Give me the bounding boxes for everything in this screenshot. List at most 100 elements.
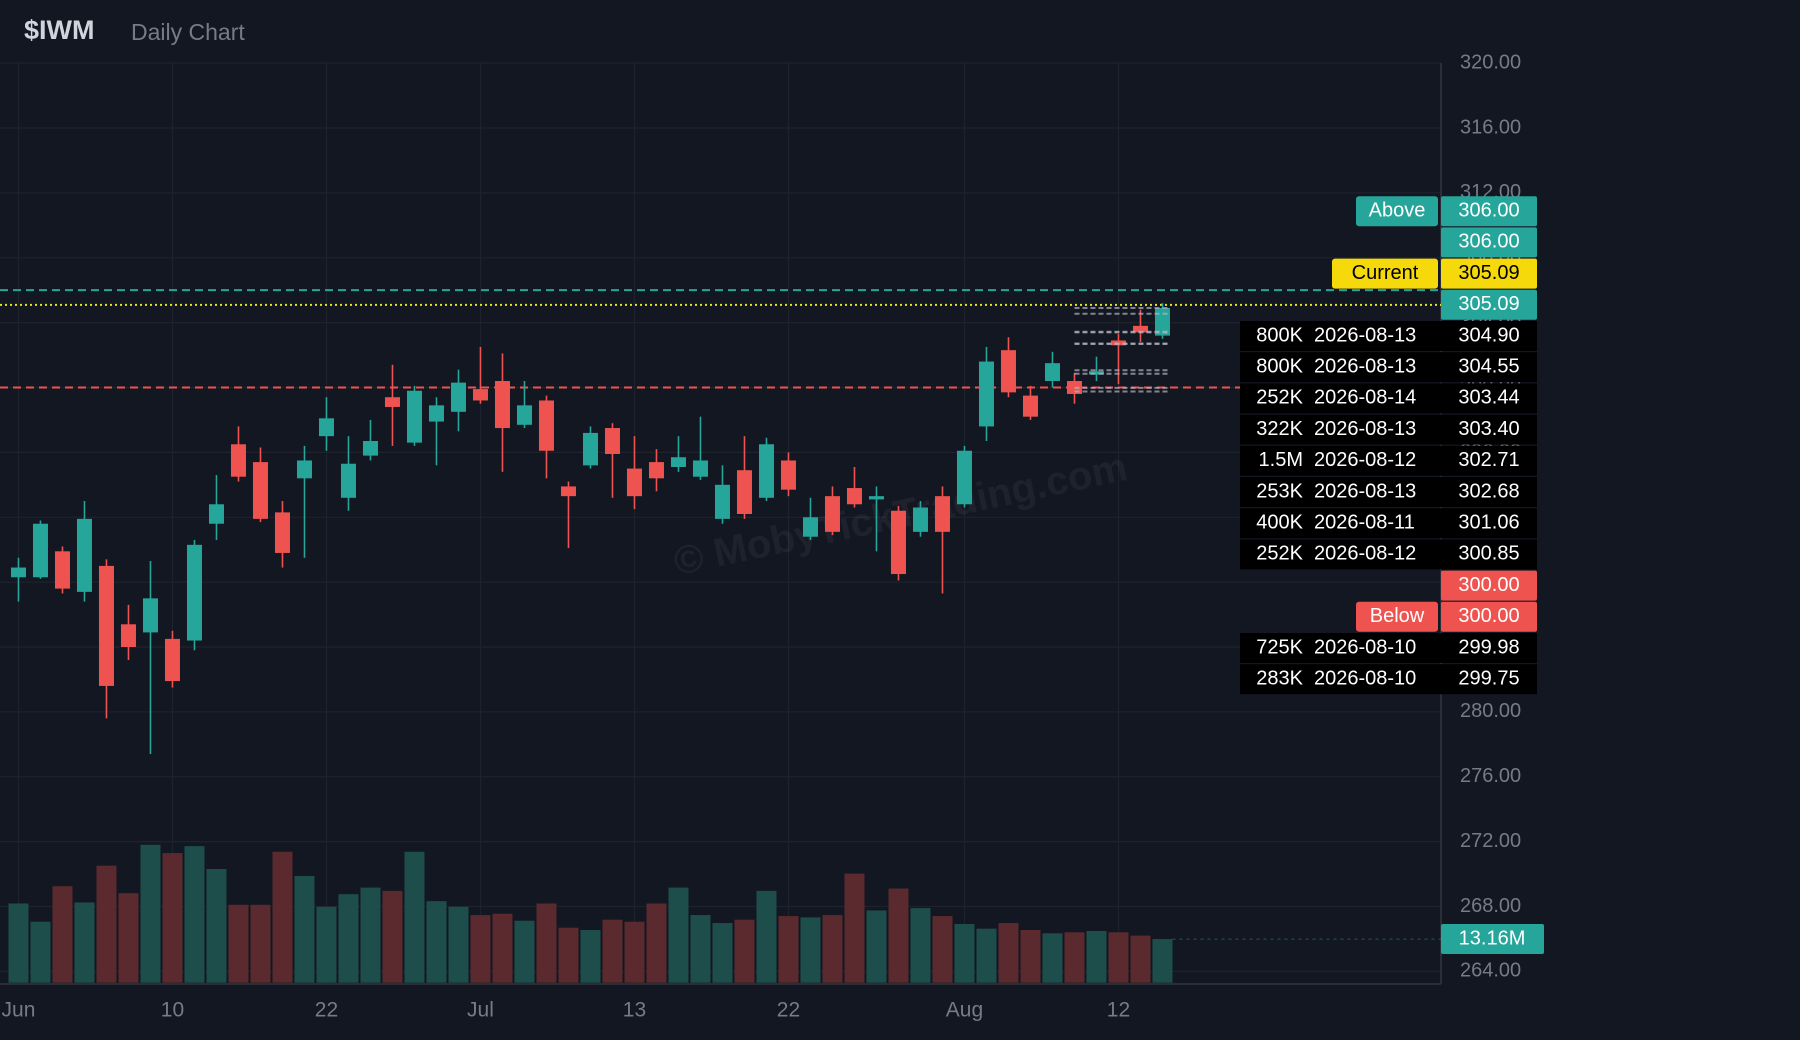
- order-row: [1240, 508, 1537, 539]
- y-tick-label: 264.00: [1460, 960, 1521, 982]
- order-price: 304.55: [1458, 355, 1519, 377]
- candle-body: [560, 486, 576, 497]
- volume-bar: [734, 919, 755, 983]
- level-price: 300.00: [1458, 574, 1519, 596]
- volume-bar: [96, 865, 117, 983]
- volume-bar: [294, 875, 315, 983]
- candle-body: [626, 468, 642, 497]
- level-price: 306.00: [1458, 199, 1519, 221]
- volume-bar: [470, 915, 491, 983]
- candle-body: [472, 389, 488, 401]
- level-name: Below: [1370, 605, 1425, 627]
- candle-body: [868, 496, 884, 500]
- candle-body: [978, 361, 994, 427]
- candle-body: [912, 507, 928, 532]
- candle-body: [1044, 363, 1060, 382]
- order-price: 301.06: [1458, 511, 1519, 533]
- x-tick-label: 12: [1107, 999, 1130, 1022]
- order-size: 252K: [1256, 543, 1303, 565]
- order-size: 322K: [1256, 418, 1303, 440]
- order-row: [1240, 633, 1537, 663]
- candle-body: [274, 512, 290, 553]
- x-tick-label: Jul: [467, 999, 494, 1022]
- candle-body: [824, 496, 840, 532]
- order-date: 2026-08-10: [1314, 667, 1416, 689]
- order-size: 800K: [1256, 324, 1303, 346]
- candle-body: [10, 567, 26, 578]
- volume-bar: [712, 923, 733, 983]
- candle-body: [208, 504, 224, 524]
- volume-bar: [1130, 935, 1151, 983]
- candle-body: [714, 484, 730, 519]
- level-price-badge: [1441, 258, 1537, 289]
- order-row: [1240, 477, 1537, 507]
- order-date: 2026-08-13: [1314, 355, 1416, 377]
- candle-body: [802, 517, 818, 537]
- candle-body: [252, 462, 268, 519]
- order-date: 2026-08-13: [1314, 480, 1416, 502]
- y-tick-label: 268.00: [1460, 895, 1521, 917]
- volume-bar: [426, 901, 447, 983]
- level-price: 300.00: [1458, 605, 1519, 627]
- volume-bar: [624, 921, 645, 983]
- volume-bar: [74, 902, 95, 983]
- volume-bar: [954, 924, 975, 983]
- candle-body: [758, 444, 774, 498]
- order-price: 302.71: [1458, 449, 1519, 471]
- candle-body: [538, 400, 554, 451]
- volume-bar: [888, 888, 909, 983]
- volume-bar: [404, 851, 425, 983]
- volume-bar: [910, 908, 931, 983]
- order-row: [1240, 539, 1537, 570]
- order-size: 800K: [1256, 355, 1303, 377]
- candle-body: [296, 460, 312, 479]
- chart-subtitle: Daily Chart: [131, 19, 245, 45]
- candle-body: [142, 598, 158, 633]
- volume-label: 13.16M: [1459, 927, 1526, 949]
- level-name-badge: [1356, 601, 1438, 632]
- volume-bar: [1152, 939, 1173, 983]
- level-price-badge: [1441, 570, 1537, 601]
- level-name: Above: [1369, 199, 1426, 221]
- volume-bar: [162, 853, 183, 983]
- volume-bar: [932, 916, 953, 983]
- volume-bar: [844, 873, 865, 983]
- candle-body: [340, 463, 356, 498]
- volume-bar: [866, 910, 887, 983]
- candle-body: [120, 624, 136, 648]
- candle-body: [362, 441, 378, 456]
- volume-bar: [1108, 932, 1129, 983]
- candle-body: [670, 457, 686, 467]
- x-tick-label: 22: [777, 999, 800, 1022]
- order-row: [1240, 664, 1537, 695]
- level-price-badge: [1441, 601, 1537, 632]
- order-date: 2026-08-13: [1314, 324, 1416, 346]
- candle-body: [516, 405, 532, 425]
- order-price: 300.85: [1458, 543, 1519, 565]
- candle-body: [54, 551, 70, 589]
- volume-bar: [140, 844, 161, 983]
- volume-bar: [382, 890, 403, 983]
- volume-bar: [690, 915, 711, 983]
- volume-bar: [118, 893, 139, 983]
- volume-bar: [492, 913, 513, 983]
- candle-body: [1132, 325, 1148, 333]
- volume-bar: [272, 851, 293, 983]
- candle-body: [450, 382, 466, 412]
- level-name-badge: [1332, 258, 1438, 289]
- volume-bar: [976, 928, 997, 983]
- volume-bar: [1042, 933, 1063, 983]
- candle-body: [1154, 308, 1170, 336]
- volume-bar: [558, 927, 579, 983]
- volume-bar: [448, 906, 469, 983]
- candle-body: [164, 638, 180, 682]
- candle-body: [98, 565, 114, 686]
- order-date: 2026-08-13: [1314, 418, 1416, 440]
- candle-body: [846, 488, 862, 505]
- candle-body: [494, 381, 510, 429]
- volume-bar: [8, 903, 29, 983]
- candle-body: [780, 460, 796, 490]
- volume-bar: [360, 887, 381, 983]
- volume-bar: [52, 886, 73, 983]
